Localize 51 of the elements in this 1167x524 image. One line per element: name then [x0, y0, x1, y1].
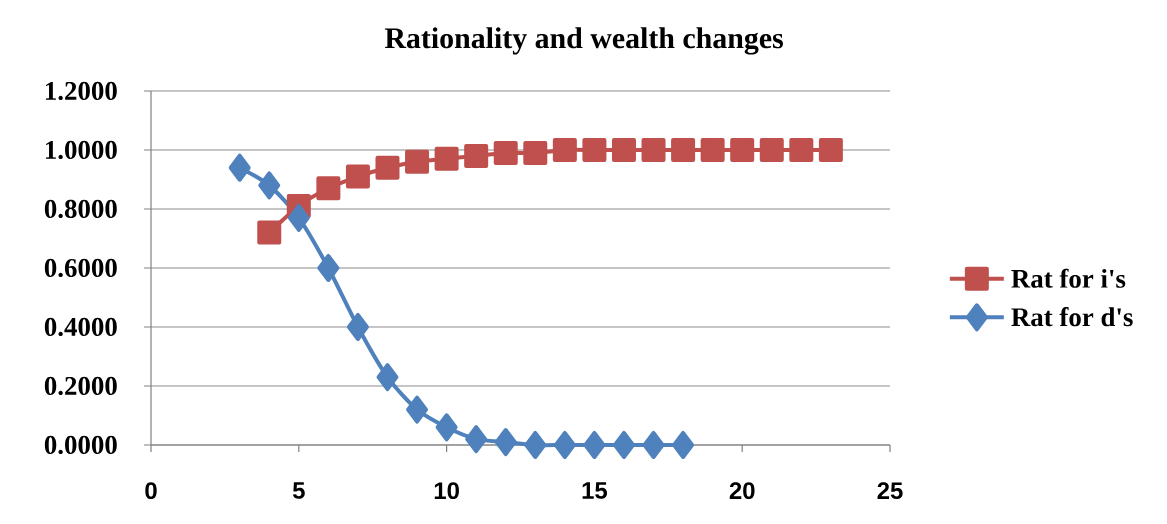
- point: [552, 137, 577, 162]
- x-tick-label: 15: [582, 482, 608, 499]
- chart-title: Rationality and wealth changes: [384, 27, 783, 55]
- point: [434, 146, 459, 171]
- point: [583, 430, 606, 459]
- point: [405, 149, 430, 174]
- point: [494, 428, 517, 457]
- point: [435, 413, 458, 442]
- point: [345, 164, 370, 189]
- x-tick-label: 10: [434, 482, 459, 500]
- point: [730, 137, 755, 162]
- y-tick-label: 0.0000: [44, 435, 117, 455]
- y-tick-label: 1.0000: [45, 140, 117, 160]
- point: [789, 137, 814, 162]
- point: [257, 220, 282, 245]
- point: [612, 430, 635, 459]
- point: [759, 137, 784, 162]
- y-tick-label: 0.2000: [44, 376, 117, 396]
- point: [611, 137, 636, 162]
- point: [287, 203, 310, 232]
- point: [317, 253, 340, 282]
- point: [700, 137, 725, 162]
- point: [228, 153, 251, 182]
- x-tick-label: 25: [877, 482, 903, 500]
- point: [375, 155, 400, 180]
- x-tick-label: 20: [729, 482, 755, 500]
- point: [465, 425, 488, 454]
- legend-label: Rat for d's: [1011, 307, 1133, 327]
- point: [818, 137, 843, 162]
- point: [672, 430, 695, 459]
- point: [376, 363, 399, 392]
- x-tick-label: 5: [292, 482, 305, 499]
- point: [464, 143, 489, 168]
- y-tick-label: 0.4000: [44, 317, 117, 337]
- point: [671, 137, 696, 162]
- y-tick-label: 0.6000: [44, 258, 117, 278]
- point: [523, 140, 548, 165]
- legend-label: Rat for i's: [1011, 268, 1126, 288]
- point: [493, 140, 518, 165]
- point: [642, 430, 665, 459]
- point: [316, 176, 341, 201]
- point: [258, 171, 281, 200]
- point: [641, 137, 666, 162]
- point: [346, 312, 369, 341]
- point: [582, 137, 607, 162]
- y-tick-label: 1.2000: [45, 81, 117, 101]
- point: [406, 395, 429, 424]
- x-tick-label: 0: [145, 482, 157, 500]
- point: [553, 430, 576, 459]
- y-tick-label: 0.8000: [44, 199, 117, 219]
- point: [524, 430, 547, 459]
